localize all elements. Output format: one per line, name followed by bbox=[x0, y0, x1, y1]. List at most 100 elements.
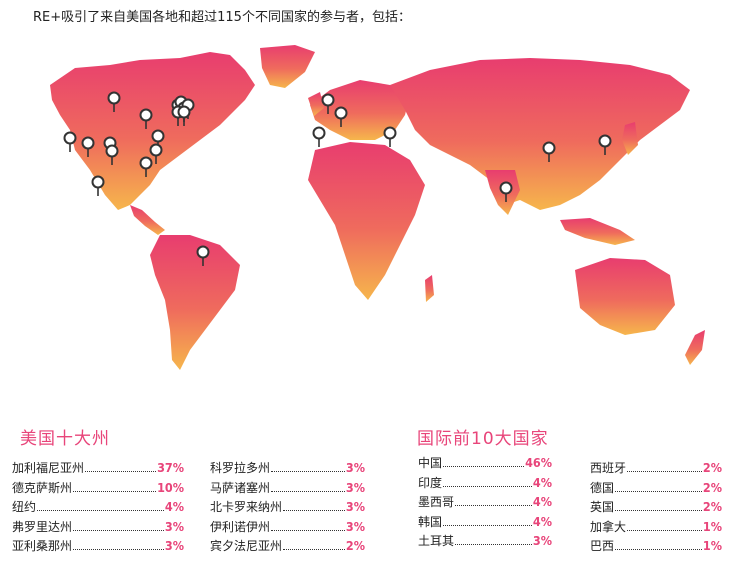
dotted-leader bbox=[615, 490, 702, 492]
dotted-leader bbox=[455, 505, 532, 506]
dotted-leader bbox=[283, 510, 345, 511]
country-row: 土耳其 3% bbox=[418, 532, 552, 552]
dotted-leader bbox=[615, 549, 702, 550]
country-percentage: 46% bbox=[525, 455, 552, 470]
world-map bbox=[30, 30, 720, 390]
dotted-leader bbox=[443, 485, 532, 487]
dotted-leader bbox=[443, 466, 525, 467]
us-state-row: 纽约 4% bbox=[12, 498, 184, 518]
us-state-percentage: 3% bbox=[345, 499, 365, 514]
country-percentage: 3% bbox=[532, 533, 552, 548]
country-name: 英国 bbox=[590, 500, 615, 514]
country-percentage: 4% bbox=[532, 474, 552, 490]
country-row: 加拿大 1% bbox=[590, 518, 722, 538]
us-state-name: 加利福尼亚州 bbox=[12, 461, 85, 475]
us-state-row: 亚利桑那州 3% bbox=[12, 537, 184, 557]
madagascar-shape bbox=[425, 275, 434, 302]
us-state-percentage: 4% bbox=[164, 499, 184, 514]
us-state-name: 宾夕法尼亚州 bbox=[210, 539, 283, 553]
us-state-row: 马萨诸塞州 3% bbox=[210, 479, 365, 499]
us-state-name: 马萨诸塞州 bbox=[210, 480, 271, 495]
us-state-name: 弗罗里达州 bbox=[12, 519, 73, 534]
australia-shape bbox=[575, 258, 675, 335]
country-percentage: 1% bbox=[702, 518, 722, 534]
country-percentage: 4% bbox=[532, 494, 552, 509]
map-pin-icon bbox=[139, 156, 153, 177]
map-pin-icon bbox=[177, 105, 191, 126]
intro-text: RE+吸引了来自美国各地和超过115个不同国家的参与者，包括： bbox=[33, 10, 411, 25]
country-name: 加拿大 bbox=[590, 519, 627, 534]
map-pin-icon bbox=[63, 131, 77, 152]
map-pin-icon bbox=[542, 141, 556, 162]
dotted-leader bbox=[627, 529, 702, 531]
dotted-leader bbox=[37, 510, 164, 511]
map-pin-icon bbox=[149, 143, 163, 164]
us-state-name: 德克萨斯州 bbox=[12, 480, 73, 495]
dotted-leader bbox=[627, 471, 702, 472]
map-pin-icon bbox=[107, 91, 121, 112]
dotted-leader bbox=[271, 529, 345, 531]
us-states-column-2: 科罗拉多州 3% 马萨诸塞州 3% 北卡罗来纳州 3% 伊利诺伊州 3% 宾夕法尼亚州 2% bbox=[210, 459, 365, 557]
dotted-leader bbox=[73, 549, 164, 550]
asia-shape bbox=[390, 58, 690, 210]
country-percentage: 2% bbox=[702, 479, 722, 495]
map-pin-icon bbox=[91, 175, 105, 196]
country-percentage: 2% bbox=[702, 499, 722, 514]
north-america-shape bbox=[50, 52, 255, 210]
us-state-name: 北卡罗来纳州 bbox=[210, 500, 283, 514]
central-america-shape bbox=[130, 205, 165, 235]
dotted-leader bbox=[73, 529, 164, 531]
us-state-percentage: 3% bbox=[345, 460, 365, 475]
country-row: 韩国 4% bbox=[418, 513, 552, 533]
us-state-row: 弗罗里达州 3% bbox=[12, 518, 184, 538]
us-state-name: 伊利诺伊州 bbox=[210, 519, 271, 534]
us-state-percentage: 37% bbox=[157, 460, 184, 475]
europe-shape bbox=[310, 80, 410, 140]
us-state-percentage: 2% bbox=[345, 538, 365, 553]
dotted-leader bbox=[443, 524, 532, 526]
country-name: 巴西 bbox=[590, 539, 615, 553]
countries-column-2: 西班牙 2% 德国 2% 英国 2% 加拿大 1% 巴西 1% bbox=[590, 459, 722, 557]
uk-shape bbox=[308, 92, 324, 116]
us-state-name: 亚利桑那州 bbox=[12, 539, 73, 553]
map-pin-icon bbox=[598, 134, 612, 155]
country-name: 印度 bbox=[418, 475, 443, 490]
map-pin-icon bbox=[196, 245, 210, 266]
dotted-leader bbox=[283, 549, 345, 550]
new-zealand-shape bbox=[685, 330, 705, 365]
top-countries-title: 国际前10大国家 bbox=[417, 429, 549, 449]
us-state-percentage: 3% bbox=[345, 518, 365, 534]
us-state-name: 科罗拉多州 bbox=[210, 461, 271, 475]
country-name: 墨西哥 bbox=[418, 495, 455, 509]
map-pins bbox=[63, 91, 612, 266]
country-name: 西班牙 bbox=[590, 461, 627, 475]
map-pin-icon bbox=[139, 108, 153, 129]
us-state-percentage: 10% bbox=[157, 479, 184, 495]
us-state-name: 纽约 bbox=[12, 500, 37, 514]
map-pin-icon bbox=[321, 93, 335, 114]
country-name: 德国 bbox=[590, 480, 615, 495]
country-name: 土耳其 bbox=[418, 534, 455, 548]
us-state-percentage: 3% bbox=[345, 479, 365, 495]
us-top-states-title: 美国十大州 bbox=[20, 429, 110, 449]
dotted-leader bbox=[271, 490, 345, 492]
map-pin-icon bbox=[383, 126, 397, 147]
us-states-column-1: 加利福尼亚州 37% 德克萨斯州 10% 纽约 4% 弗罗里达州 3% 亚利桑那州 3% bbox=[12, 459, 184, 557]
country-name: 韩国 bbox=[418, 514, 443, 529]
map-pin-icon bbox=[334, 106, 348, 127]
world-map-svg bbox=[50, 45, 705, 370]
japan-shape bbox=[622, 122, 638, 155]
map-pin-icon bbox=[105, 144, 119, 165]
country-row: 巴西 1% bbox=[590, 537, 722, 557]
south-america-shape bbox=[150, 235, 240, 370]
country-row: 印度 4% bbox=[418, 474, 552, 494]
countries-column-1: 中国 46% 印度 4% 墨西哥 4% 韩国 4% 土耳其 3% bbox=[418, 454, 552, 552]
country-percentage: 4% bbox=[532, 513, 552, 529]
us-state-percentage: 3% bbox=[164, 538, 184, 553]
country-row: 西班牙 2% bbox=[590, 459, 722, 479]
us-state-row: 北卡罗来纳州 3% bbox=[210, 498, 365, 518]
dotted-leader bbox=[73, 490, 157, 492]
africa-shape bbox=[308, 142, 425, 300]
us-state-row: 德克萨斯州 10% bbox=[12, 479, 184, 499]
map-pin-icon bbox=[312, 126, 326, 147]
